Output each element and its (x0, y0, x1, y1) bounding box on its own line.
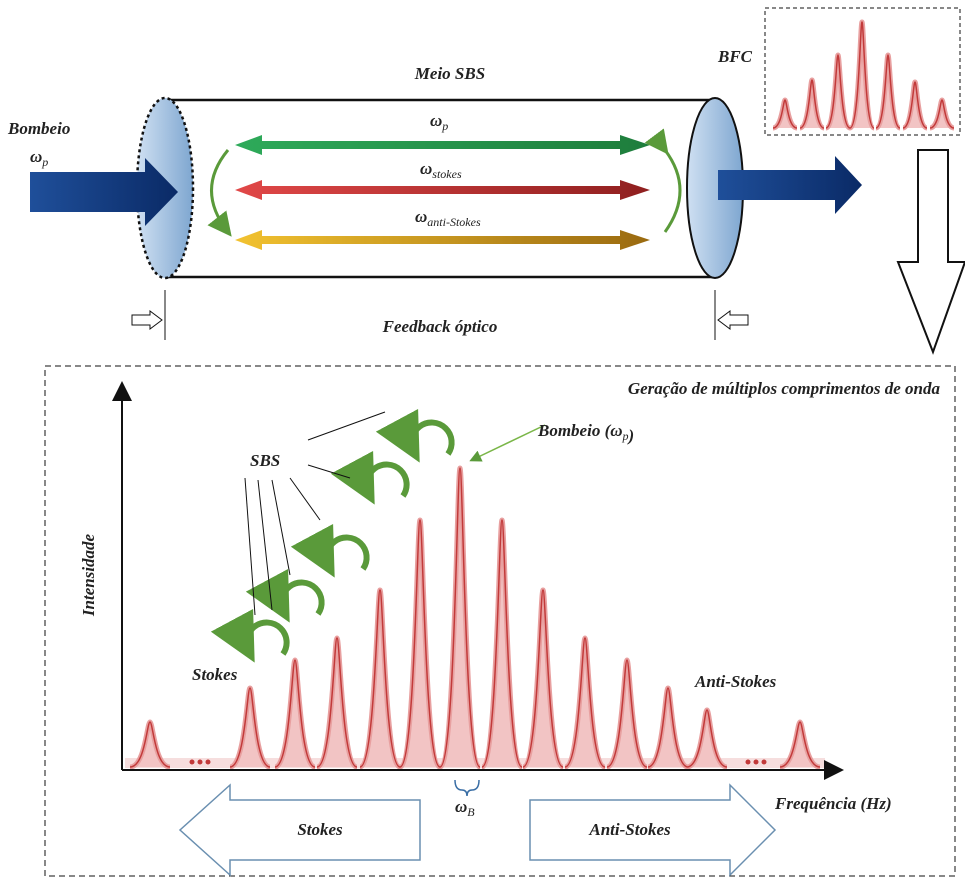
sbs-pointers (244, 411, 386, 616)
sbs-label: SBS (250, 451, 280, 470)
peak (686, 709, 728, 768)
pump-peak-label: Bombeio (ωp) (537, 421, 634, 445)
peak (522, 589, 564, 768)
peak (439, 467, 481, 768)
cascade-arrow (330, 450, 410, 505)
anti-stokes-label: Anti-Stokes (694, 672, 777, 691)
peak (399, 519, 441, 768)
peak-glow (315, 635, 359, 770)
pump-wave (235, 135, 650, 155)
peak (606, 659, 648, 768)
cascade-arrow (290, 523, 370, 578)
anti-stokes-wave (235, 230, 650, 250)
subscript: B (467, 805, 475, 819)
peak-glow (228, 685, 272, 770)
peak (229, 687, 271, 768)
stokes-arrow-label: Stokes (297, 820, 343, 839)
wave-label: ωp (430, 111, 448, 133)
cascade-arrow (245, 568, 325, 623)
wave-label: ωanti-Stokes (415, 207, 481, 229)
spectrum (125, 408, 825, 770)
stokes-arrow (178, 783, 421, 877)
pump-peak-close: ) (627, 426, 635, 445)
peak (481, 519, 523, 768)
output-arrow (718, 156, 862, 214)
peak-glow (646, 685, 690, 770)
stokes-wave (235, 180, 650, 200)
x-axis-label: Frequência (Hz) (774, 794, 892, 813)
down-arrow (896, 149, 965, 355)
symbol: ω (455, 797, 467, 816)
medium-label: Meio SBS (414, 64, 485, 83)
peak (825, 54, 851, 129)
pump-arrow (30, 158, 178, 226)
bfc-label: BFC (717, 47, 753, 66)
peak (779, 721, 821, 768)
ellipsis-dot (761, 759, 767, 765)
peak (929, 99, 955, 129)
feedback-markers (131, 290, 749, 340)
pump-peak-symbol: ωp (610, 421, 628, 443)
pump-label: Bombeio (7, 119, 70, 138)
anti-stokes-arrow (529, 783, 777, 877)
peak-glow (437, 465, 483, 770)
peak-glow (779, 719, 821, 770)
peak-glow (686, 707, 728, 770)
subscript: p (441, 119, 448, 133)
peak-glow (563, 635, 607, 770)
bfc-inset (764, 7, 961, 136)
pump-symbol: ωp (30, 147, 48, 169)
peak-glow (479, 517, 525, 770)
peak (772, 99, 798, 129)
ellipsis-dot (745, 759, 751, 765)
stokes-label: Stokes (192, 665, 238, 684)
subscript: anti-Stokes (427, 215, 481, 229)
y-axis-label: Intensidade (79, 533, 98, 617)
brillouin-symbol: ωB (455, 797, 475, 819)
peak (359, 589, 401, 768)
ellipsis-dot (753, 759, 759, 765)
spectrum-box (44, 365, 956, 877)
peak (274, 659, 316, 768)
spectrum-title: Geração de múltiplos comprimentos de ond… (628, 379, 941, 398)
peak (647, 687, 689, 768)
symbol: ω (430, 111, 442, 130)
peak (902, 81, 928, 129)
peak (799, 79, 825, 129)
subscript: p (622, 429, 629, 443)
symbol: ω (415, 207, 427, 226)
ellipsis-dot (189, 759, 195, 765)
cascade-arrow (210, 608, 290, 663)
subscript: stokes (432, 167, 462, 181)
feedback-curve (644, 128, 682, 233)
wave-label: ωstokes (420, 159, 462, 181)
peak-glow (397, 517, 443, 770)
peak-glow (273, 657, 317, 770)
peak-glow (520, 587, 566, 770)
peak-glow (357, 587, 403, 770)
pump-pointer (469, 424, 546, 462)
peak (316, 637, 358, 768)
peak (875, 54, 901, 129)
peak-glow (129, 719, 171, 770)
subscript: p (41, 155, 48, 169)
symbol: ω (30, 147, 42, 166)
pump-peak-text: Bombeio ( (537, 421, 612, 440)
peak (849, 21, 875, 129)
ellipsis-dot (205, 759, 211, 765)
feedback-curve (207, 149, 232, 237)
cascade-arrow (375, 408, 455, 463)
peak-glow (605, 657, 649, 770)
anti-stokes-arrow-label: Anti-Stokes (588, 820, 671, 839)
peak (564, 637, 606, 768)
symbol: ω (420, 159, 432, 178)
symbol: ω (610, 421, 622, 440)
peak (129, 721, 171, 768)
ellipsis-dot (197, 759, 203, 765)
feedback-label: Feedback óptico (382, 317, 498, 336)
brillouin-bracket (454, 779, 480, 797)
